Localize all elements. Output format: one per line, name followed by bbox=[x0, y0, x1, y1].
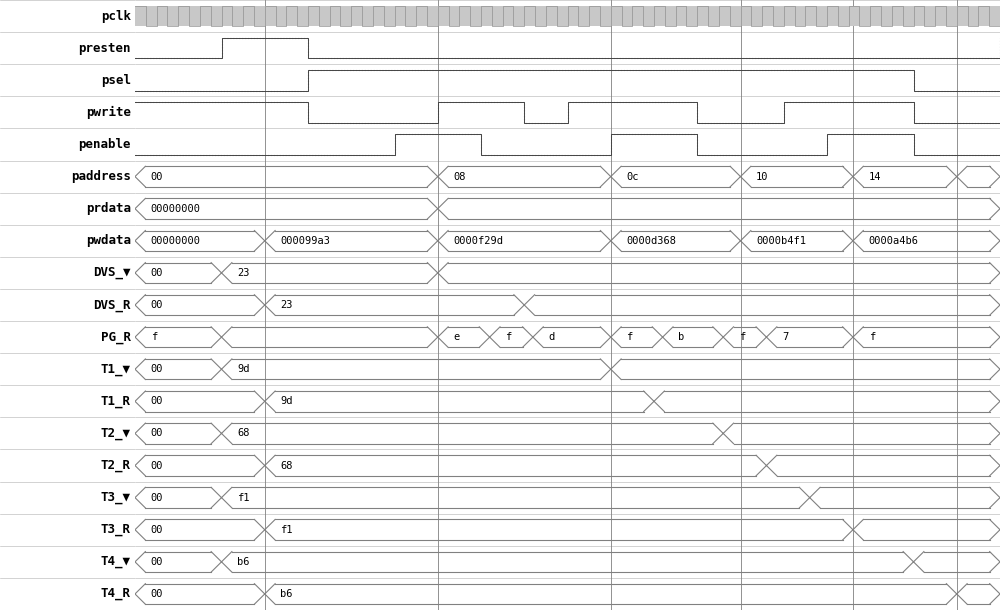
Text: 23: 23 bbox=[237, 268, 250, 278]
Text: f: f bbox=[626, 332, 633, 342]
Text: DVS_R: DVS_R bbox=[93, 298, 131, 312]
Text: 14: 14 bbox=[869, 171, 881, 182]
Text: 00: 00 bbox=[151, 396, 163, 406]
Text: psel: psel bbox=[101, 74, 131, 87]
Text: f1: f1 bbox=[237, 493, 250, 503]
Text: pwdata: pwdata bbox=[86, 234, 131, 247]
Text: T2_▼: T2_▼ bbox=[101, 427, 131, 440]
Text: 000099a3: 000099a3 bbox=[280, 236, 330, 246]
Text: b: b bbox=[678, 332, 684, 342]
Text: f: f bbox=[739, 332, 745, 342]
Text: T4_R: T4_R bbox=[101, 587, 131, 600]
Text: e: e bbox=[453, 332, 460, 342]
Text: 7: 7 bbox=[782, 332, 788, 342]
Text: 68: 68 bbox=[237, 428, 250, 439]
Text: T3_R: T3_R bbox=[101, 523, 131, 536]
Text: 00: 00 bbox=[151, 268, 163, 278]
Text: 08: 08 bbox=[453, 171, 466, 182]
Text: PG_R: PG_R bbox=[101, 331, 131, 343]
Text: 00: 00 bbox=[151, 428, 163, 439]
Text: f: f bbox=[869, 332, 875, 342]
Text: 00: 00 bbox=[151, 557, 163, 567]
Text: 00: 00 bbox=[151, 300, 163, 310]
Text: T3_▼: T3_▼ bbox=[101, 491, 131, 504]
Text: T4_▼: T4_▼ bbox=[101, 555, 131, 569]
Text: b6: b6 bbox=[280, 589, 293, 599]
Text: 0000a4b6: 0000a4b6 bbox=[869, 236, 919, 246]
Text: pwrite: pwrite bbox=[86, 106, 131, 119]
Bar bbox=[135, 5, 1000, 26]
Text: b6: b6 bbox=[237, 557, 250, 567]
Text: 68: 68 bbox=[280, 461, 293, 470]
Text: 00: 00 bbox=[151, 525, 163, 535]
Text: 00: 00 bbox=[151, 171, 163, 182]
Text: prdata: prdata bbox=[86, 202, 131, 215]
Text: f: f bbox=[151, 332, 157, 342]
Text: T2_R: T2_R bbox=[101, 459, 131, 472]
Text: 00: 00 bbox=[151, 364, 163, 374]
Text: 9d: 9d bbox=[280, 396, 293, 406]
Text: T1_▼: T1_▼ bbox=[101, 363, 131, 376]
Text: 9d: 9d bbox=[237, 364, 250, 374]
Text: 00: 00 bbox=[151, 461, 163, 470]
Text: 00: 00 bbox=[151, 589, 163, 599]
Text: T1_R: T1_R bbox=[101, 395, 131, 408]
Text: 0000b4f1: 0000b4f1 bbox=[756, 236, 806, 246]
Text: penable: penable bbox=[78, 138, 131, 151]
Text: 0000d368: 0000d368 bbox=[626, 236, 676, 246]
Text: paddress: paddress bbox=[71, 170, 131, 183]
Text: presten: presten bbox=[78, 41, 131, 55]
Text: 0000f29d: 0000f29d bbox=[453, 236, 503, 246]
Text: 00000000: 00000000 bbox=[151, 204, 201, 213]
Text: pclk: pclk bbox=[101, 10, 131, 23]
Text: 00000000: 00000000 bbox=[151, 236, 201, 246]
Text: f: f bbox=[505, 332, 511, 342]
Text: d: d bbox=[548, 332, 555, 342]
Text: 23: 23 bbox=[280, 300, 293, 310]
Text: DVS_▼: DVS_▼ bbox=[93, 267, 131, 279]
Text: f1: f1 bbox=[280, 525, 293, 535]
Text: 00: 00 bbox=[151, 493, 163, 503]
Text: 10: 10 bbox=[756, 171, 769, 182]
Text: 0c: 0c bbox=[626, 171, 639, 182]
